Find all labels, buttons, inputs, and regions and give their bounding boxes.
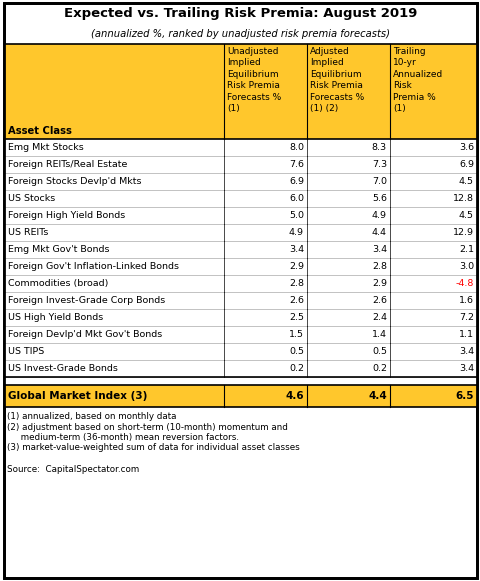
- Bar: [4, 173, 476, 190]
- Bar: [4, 309, 476, 326]
- Text: 8.3: 8.3: [371, 143, 386, 152]
- Text: Foreign Gov't Inflation-Linked Bonds: Foreign Gov't Inflation-Linked Bonds: [8, 262, 179, 271]
- Text: Foreign Stocks Devlp'd Mkts: Foreign Stocks Devlp'd Mkts: [8, 177, 141, 186]
- Text: 4.4: 4.4: [371, 228, 386, 237]
- Text: 2.6: 2.6: [371, 296, 386, 305]
- Text: 7.2: 7.2: [458, 313, 473, 322]
- Text: Source:  CapitalSpectator.com: Source: CapitalSpectator.com: [7, 464, 139, 474]
- Text: 7.0: 7.0: [371, 177, 386, 186]
- Text: 2.1: 2.1: [458, 245, 473, 254]
- Text: 5.6: 5.6: [371, 194, 386, 203]
- Bar: [4, 156, 476, 173]
- Text: 4.9: 4.9: [288, 228, 303, 237]
- Bar: [4, 224, 476, 241]
- Text: 4.5: 4.5: [458, 177, 473, 186]
- Text: US Stocks: US Stocks: [8, 194, 55, 203]
- Text: 2.5: 2.5: [288, 313, 303, 322]
- Text: 3.4: 3.4: [288, 245, 303, 254]
- Text: 5.0: 5.0: [288, 211, 303, 220]
- Text: 3.4: 3.4: [458, 347, 473, 356]
- Text: (1) annualized, based on monthly data: (1) annualized, based on monthly data: [7, 412, 176, 421]
- Text: 12.9: 12.9: [452, 228, 473, 237]
- Bar: [4, 275, 476, 292]
- Bar: [4, 241, 476, 258]
- Text: 3.0: 3.0: [458, 262, 473, 271]
- Text: 12.8: 12.8: [452, 194, 473, 203]
- Text: -4.8: -4.8: [455, 279, 473, 288]
- Text: 3.4: 3.4: [458, 364, 473, 373]
- Text: (3) market-value-weighted sum of data for individual asset classes: (3) market-value-weighted sum of data fo…: [7, 443, 299, 453]
- Text: US REITs: US REITs: [8, 228, 48, 237]
- Text: 4.4: 4.4: [368, 391, 386, 401]
- Text: Foreign REITs/Real Estate: Foreign REITs/Real Estate: [8, 160, 127, 169]
- Text: 8.0: 8.0: [288, 143, 303, 152]
- Text: 4.6: 4.6: [285, 391, 303, 401]
- Text: Foreign High Yield Bonds: Foreign High Yield Bonds: [8, 211, 125, 220]
- Text: 1.5: 1.5: [288, 330, 303, 339]
- Text: (2) adjustment based on short-term (10-month) momentum and: (2) adjustment based on short-term (10-m…: [7, 422, 287, 432]
- Text: US TIPS: US TIPS: [8, 347, 44, 356]
- Text: 2.9: 2.9: [288, 262, 303, 271]
- Text: Emg Mkt Stocks: Emg Mkt Stocks: [8, 143, 84, 152]
- Text: 2.8: 2.8: [371, 262, 386, 271]
- Text: 1.4: 1.4: [371, 330, 386, 339]
- Text: Foreign Devlp'd Mkt Gov't Bonds: Foreign Devlp'd Mkt Gov't Bonds: [8, 330, 162, 339]
- Bar: [4, 44, 476, 139]
- Text: US Invest-Grade Bonds: US Invest-Grade Bonds: [8, 364, 118, 373]
- Text: Unadjusted
Implied
Equilibrium
Risk Premia
Forecasts %
(1): Unadjusted Implied Equilibrium Risk Prem…: [227, 47, 281, 113]
- Text: 6.5: 6.5: [455, 391, 473, 401]
- Bar: [4, 326, 476, 343]
- Text: 2.4: 2.4: [371, 313, 386, 322]
- Text: Trailing
10-yr
Annualized
Risk
Premia %
(1): Trailing 10-yr Annualized Risk Premia % …: [392, 47, 443, 113]
- Text: 0.2: 0.2: [371, 364, 386, 373]
- Text: 2.9: 2.9: [371, 279, 386, 288]
- Bar: [4, 190, 476, 207]
- Text: 2.6: 2.6: [288, 296, 303, 305]
- Bar: [4, 292, 476, 309]
- Text: 6.0: 6.0: [288, 194, 303, 203]
- Text: 6.9: 6.9: [288, 177, 303, 186]
- Bar: [4, 207, 476, 224]
- Bar: [4, 360, 476, 377]
- Text: Adjusted
Implied
Equilibrium
Risk Premia
Forecasts %
(1) (2): Adjusted Implied Equilibrium Risk Premia…: [309, 47, 363, 113]
- Text: Foreign Invest-Grade Corp Bonds: Foreign Invest-Grade Corp Bonds: [8, 296, 165, 305]
- Text: 2.8: 2.8: [288, 279, 303, 288]
- Text: 0.2: 0.2: [288, 364, 303, 373]
- Text: 1.1: 1.1: [458, 330, 473, 339]
- Text: 3.4: 3.4: [371, 245, 386, 254]
- Text: 7.3: 7.3: [371, 160, 386, 169]
- Text: medium-term (36-month) mean reversion factors.: medium-term (36-month) mean reversion fa…: [7, 433, 239, 442]
- Text: Global Market Index (3): Global Market Index (3): [8, 391, 147, 401]
- Bar: [4, 385, 476, 407]
- Text: Commodities (broad): Commodities (broad): [8, 279, 108, 288]
- Text: 7.6: 7.6: [288, 160, 303, 169]
- Text: Emg Mkt Gov't Bonds: Emg Mkt Gov't Bonds: [8, 245, 109, 254]
- Text: 0.5: 0.5: [288, 347, 303, 356]
- Text: 4.9: 4.9: [371, 211, 386, 220]
- Text: (annualized %, ranked by unadjusted risk premia forecasts): (annualized %, ranked by unadjusted risk…: [91, 29, 389, 39]
- Text: 6.9: 6.9: [458, 160, 473, 169]
- Bar: [4, 343, 476, 360]
- Bar: [4, 139, 476, 156]
- Text: US High Yield Bonds: US High Yield Bonds: [8, 313, 103, 322]
- Text: Expected vs. Trailing Risk Premia: August 2019: Expected vs. Trailing Risk Premia: Augus…: [64, 7, 416, 20]
- Text: 1.6: 1.6: [458, 296, 473, 305]
- Text: 3.6: 3.6: [458, 143, 473, 152]
- Text: Asset Class: Asset Class: [8, 126, 72, 136]
- Bar: [4, 258, 476, 275]
- Text: 0.5: 0.5: [371, 347, 386, 356]
- Text: 4.5: 4.5: [458, 211, 473, 220]
- Bar: [4, 377, 476, 385]
